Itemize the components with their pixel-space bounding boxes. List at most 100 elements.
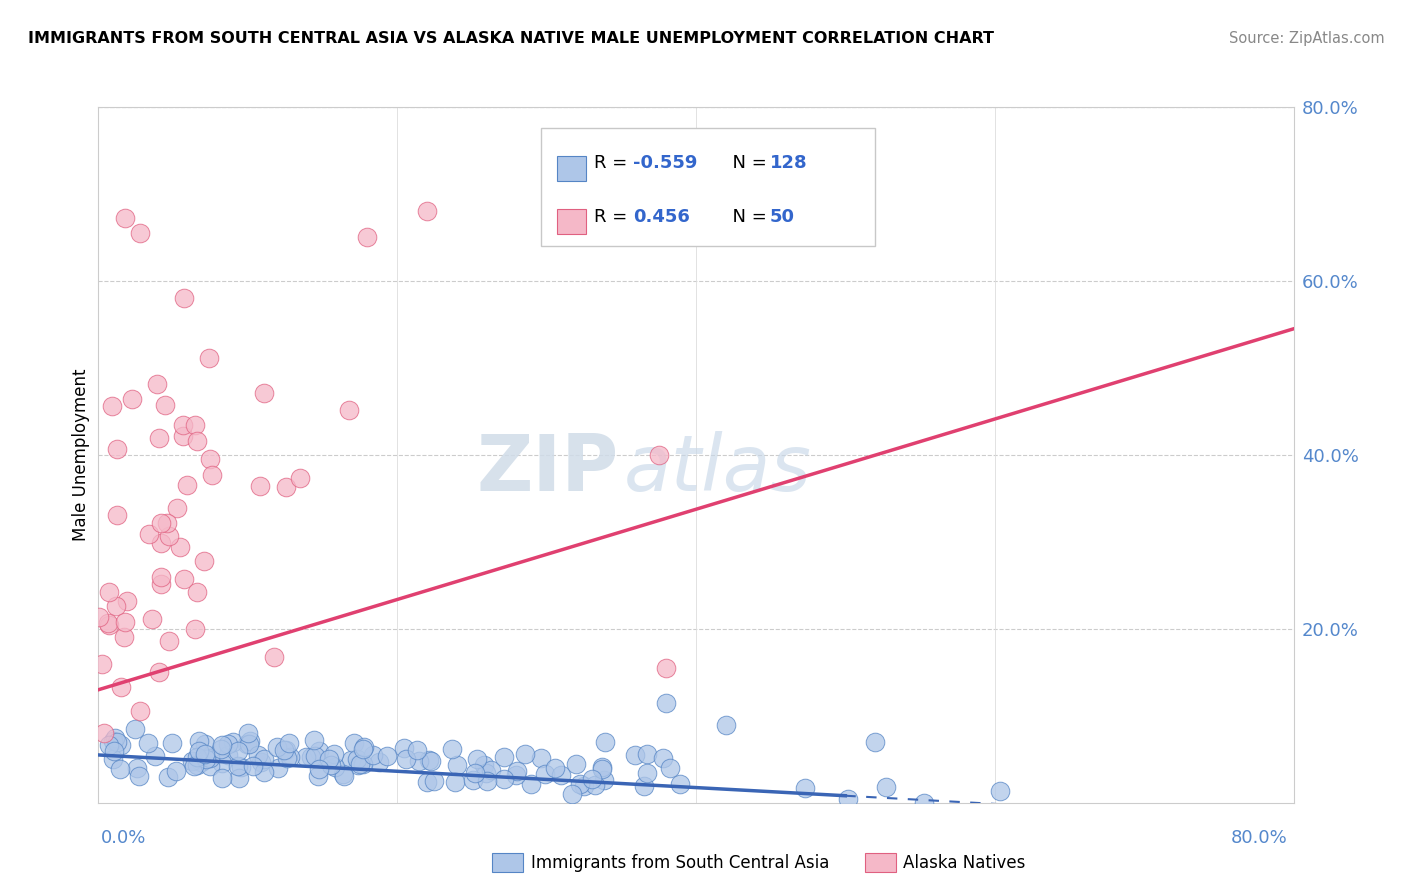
Text: 0.0%: 0.0%	[101, 829, 146, 847]
Point	[150, 536, 173, 550]
Point	[110, 738, 132, 752]
Point	[138, 526, 160, 541]
Point	[103, 744, 125, 758]
Point	[238, 737, 260, 751]
Point	[441, 742, 464, 756]
Point	[105, 442, 128, 456]
Point	[633, 779, 655, 793]
Point	[157, 529, 180, 543]
Point	[506, 764, 529, 779]
Point	[176, 477, 198, 491]
Point	[415, 775, 437, 789]
Point	[581, 772, 603, 786]
Point	[492, 772, 515, 786]
Point	[323, 747, 346, 761]
Point	[367, 755, 389, 769]
Point	[340, 753, 363, 767]
Point	[444, 775, 467, 789]
Text: 80.0%: 80.0%	[1232, 829, 1288, 847]
Point	[418, 753, 440, 767]
Y-axis label: Male Unemployment: Male Unemployment	[72, 368, 90, 541]
Point	[188, 744, 211, 758]
Point	[114, 615, 136, 629]
Text: R =: R =	[593, 208, 633, 226]
Point	[277, 736, 299, 750]
Point	[107, 735, 129, 749]
Point	[217, 747, 239, 762]
Point	[114, 211, 136, 226]
Point	[128, 769, 150, 783]
Point	[104, 599, 127, 613]
Point	[561, 787, 583, 801]
Point	[655, 696, 678, 710]
Point	[472, 758, 495, 772]
Point	[353, 757, 375, 772]
Point	[194, 737, 217, 751]
Point	[97, 616, 120, 631]
Point	[479, 763, 502, 777]
Text: ZIP: ZIP	[477, 431, 619, 507]
Point	[912, 796, 935, 810]
Point	[583, 778, 606, 792]
Text: IMMIGRANTS FROM SOUTH CENTRAL ASIA VS ALASKA NATIVE MALE UNEMPLOYMENT CORRELATIO: IMMIGRANTS FROM SOUTH CENTRAL ASIA VS AL…	[28, 31, 994, 46]
Point	[636, 747, 658, 761]
Point	[186, 750, 208, 764]
Point	[408, 754, 430, 768]
Point	[347, 757, 370, 772]
Point	[217, 737, 239, 751]
Point	[148, 431, 170, 445]
Point	[103, 731, 125, 745]
Text: -0.559: -0.559	[633, 154, 697, 172]
Point	[569, 777, 592, 791]
Point	[267, 761, 290, 775]
Point	[236, 737, 259, 751]
Point	[332, 769, 354, 783]
Point	[173, 291, 195, 305]
Point	[416, 204, 439, 219]
Point	[97, 738, 120, 752]
Point	[172, 428, 194, 442]
Point	[112, 630, 135, 644]
Point	[475, 774, 498, 789]
Point	[155, 398, 177, 412]
Point	[194, 752, 217, 766]
Point	[93, 726, 115, 740]
Point	[124, 722, 146, 736]
Point	[591, 762, 613, 776]
Point	[211, 756, 233, 771]
Point	[395, 751, 418, 765]
Point	[186, 434, 208, 449]
Point	[91, 657, 114, 672]
Point	[173, 572, 195, 586]
Point	[108, 762, 131, 776]
Point	[98, 584, 121, 599]
Point	[565, 757, 588, 772]
Point	[209, 742, 232, 756]
Point	[129, 226, 152, 240]
Point	[394, 740, 416, 755]
Point	[110, 680, 132, 694]
Text: 128: 128	[770, 154, 807, 172]
Point	[714, 717, 737, 731]
Point	[146, 376, 169, 391]
Point	[253, 752, 276, 766]
Point	[308, 762, 330, 776]
Point	[249, 479, 271, 493]
Point	[198, 351, 221, 366]
Point	[304, 749, 326, 764]
Point	[520, 777, 543, 791]
Point	[875, 780, 897, 794]
Point	[464, 766, 486, 780]
Point	[150, 570, 173, 584]
Point	[302, 732, 325, 747]
Point	[236, 726, 259, 740]
Point	[533, 767, 555, 781]
Point	[211, 772, 233, 786]
Point	[278, 750, 301, 764]
Point	[172, 417, 194, 432]
Point	[253, 764, 276, 779]
Point	[274, 743, 297, 757]
Text: N =: N =	[720, 154, 772, 172]
Point	[475, 765, 498, 780]
Point	[162, 736, 184, 750]
